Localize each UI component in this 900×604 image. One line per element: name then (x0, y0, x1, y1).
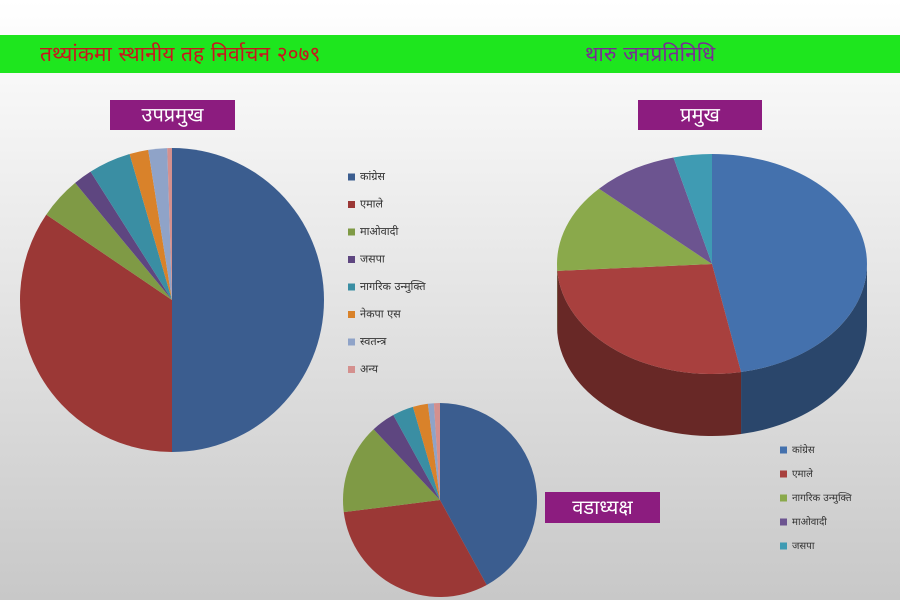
legend-swatch (348, 339, 355, 346)
chart-title: उपप्रमुख (141, 103, 204, 128)
chart-title: वडाध्यक्ष (572, 495, 633, 519)
legend-swatch (348, 256, 355, 263)
legend-label: अन्य (360, 363, 379, 376)
legend-swatch (348, 284, 355, 291)
page-subtitle: थारु जनप्रतिनिधि (585, 42, 716, 66)
legend-label: नागरिक उन्मुक्ति (360, 280, 426, 293)
legend-label: माओवादी (360, 225, 398, 238)
legend-swatch (348, 311, 355, 318)
legend-label: माओवादी (792, 516, 827, 528)
legend-swatch (348, 229, 355, 236)
legend-label: एमाले (360, 198, 384, 211)
legend-swatch (780, 471, 787, 478)
page-title: तथ्यांकमा स्थानीय तह निर्वाचन २०७९ (40, 42, 320, 66)
legend-swatch (780, 543, 787, 550)
legend-label: एमाले (792, 468, 813, 480)
legend-swatch (780, 495, 787, 502)
legend-swatch (780, 447, 787, 454)
legend-label: स्वतन्त्र (360, 335, 387, 348)
legend-swatch (348, 201, 355, 208)
chart-title: प्रमुख (680, 103, 720, 128)
legend-label: जसपा (792, 541, 815, 552)
legend-label: कांग्रेस (792, 444, 815, 456)
legend-label: नागरिक उन्मुक्ति (792, 492, 852, 504)
legend-label: कांग्रेस (360, 170, 386, 183)
legend-label: जसपा (360, 253, 385, 266)
legend-swatch (780, 519, 787, 526)
legend-swatch (348, 366, 355, 373)
legend-swatch (348, 174, 355, 181)
legend-label: नेकपा एस (360, 308, 401, 321)
